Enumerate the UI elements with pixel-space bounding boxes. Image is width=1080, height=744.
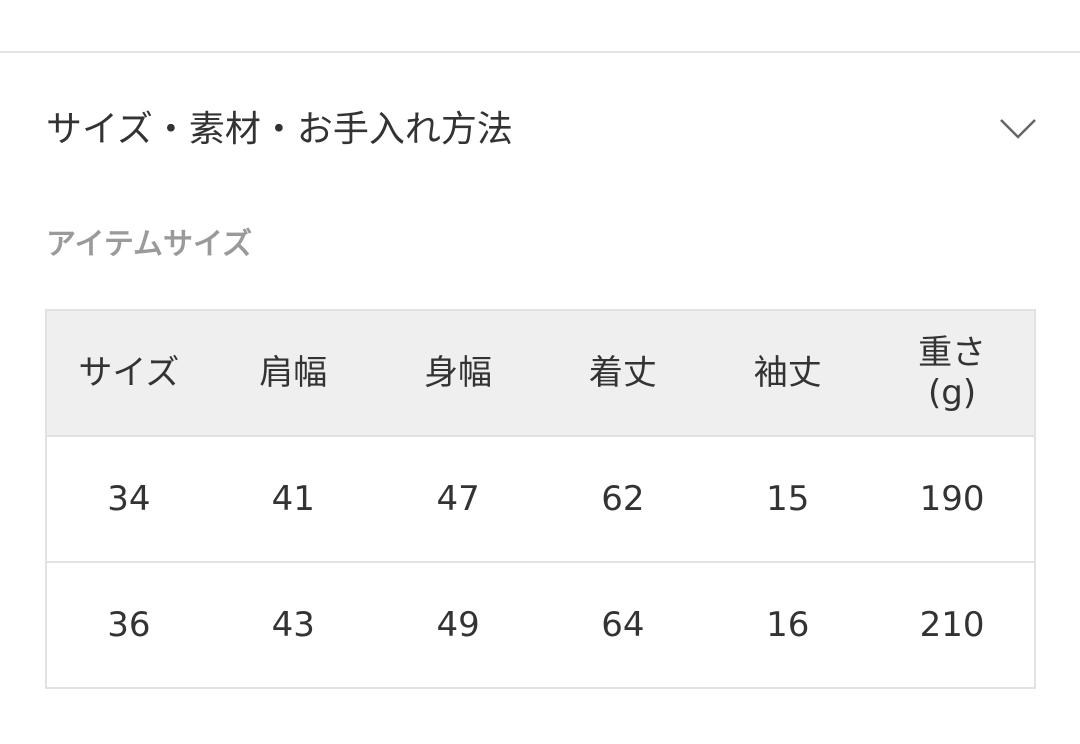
column-header: 肩幅 [210,309,376,437]
table-row: 36 43 49 64 16 210 [45,561,1036,689]
table-cell: 49 [375,561,541,689]
table-cell: 41 [210,435,376,563]
table-cell: 15 [705,435,871,563]
table-cell: 210 [870,561,1036,689]
table-cell: 43 [210,561,376,689]
table-cell: 190 [870,435,1036,563]
section-title[interactable]: サイズ・素材・お手入れ方法 [46,109,513,150]
top-divider [0,51,1080,53]
table-cell: 47 [375,435,541,563]
table-cell: 36 [45,561,211,689]
table-header-row: サイズ 肩幅 身幅 着丈 袖丈 重さ (g) [45,309,1036,437]
column-header: 袖丈 [705,309,871,437]
chevron-down-icon[interactable] [998,108,1038,148]
table-cell: 62 [540,435,706,563]
table-cell: 64 [540,561,706,689]
column-header: サイズ [45,309,211,437]
column-header: 着丈 [540,309,706,437]
table-cell: 34 [45,435,211,563]
table-row: 34 41 47 62 15 190 [45,435,1036,563]
column-header: 重さ (g) [870,309,1036,437]
item-size-heading: アイテムサイズ [46,227,253,262]
column-header: 身幅 [375,309,541,437]
table-cell: 16 [705,561,871,689]
size-table: サイズ 肩幅 身幅 着丈 袖丈 重さ (g) 34 41 47 62 15 190 36 43 49 64 1… [45,309,1036,689]
